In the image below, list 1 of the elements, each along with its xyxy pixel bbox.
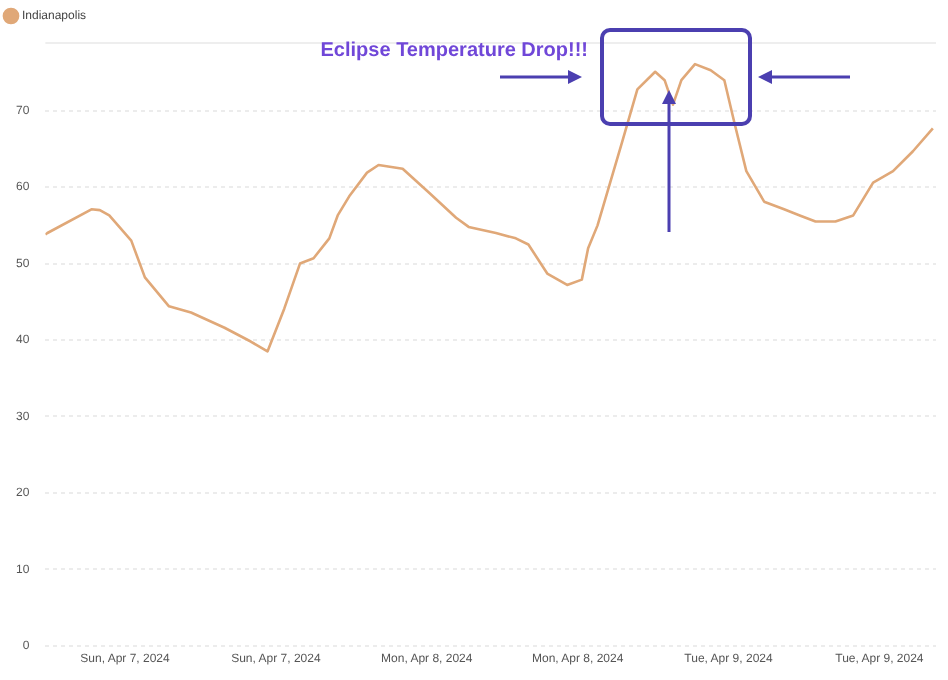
annotation: Eclipse Temperature Drop!!! xyxy=(318,40,588,62)
